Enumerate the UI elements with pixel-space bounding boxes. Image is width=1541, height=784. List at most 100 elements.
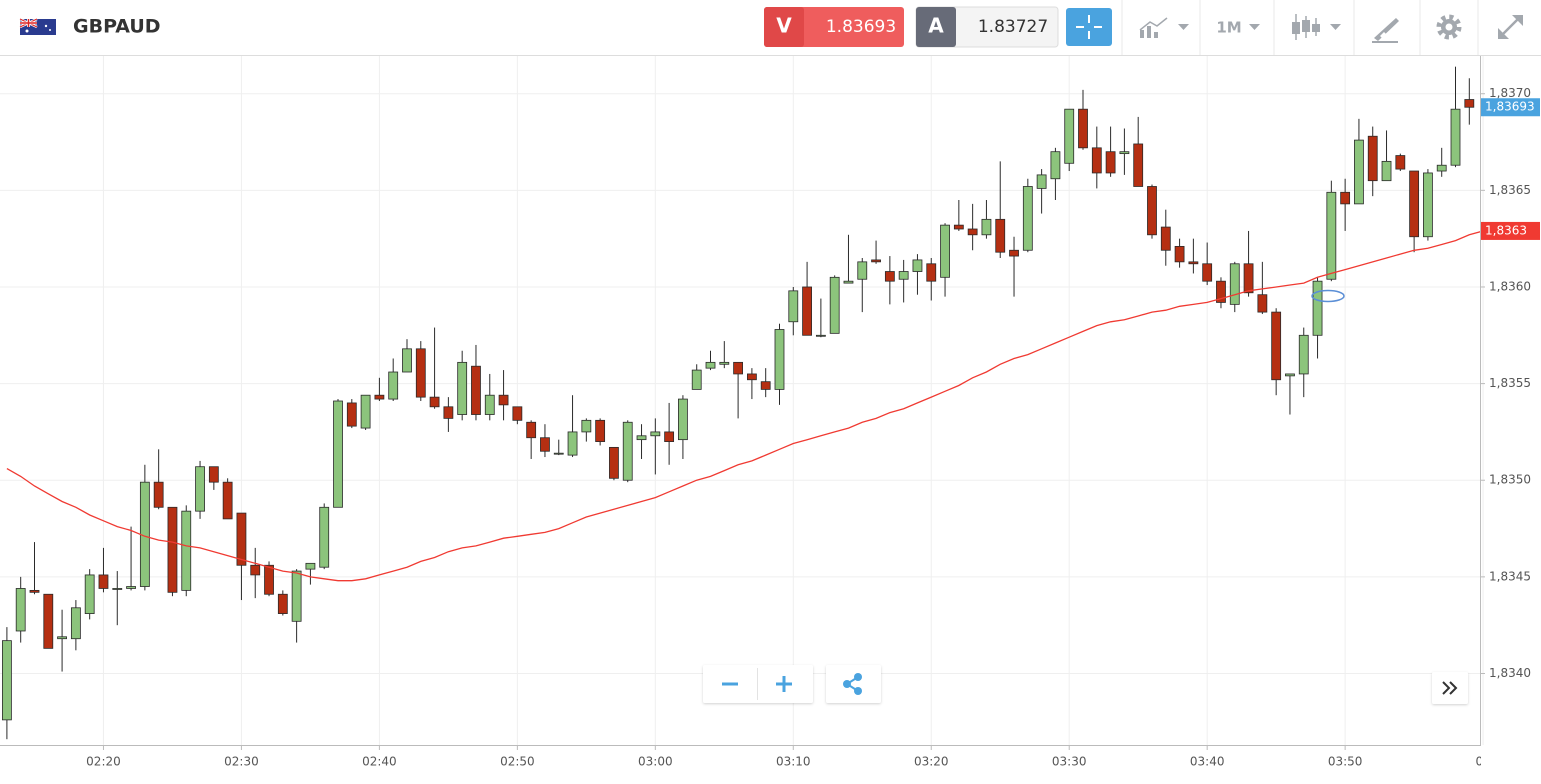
candle-body xyxy=(360,394,371,429)
x-tick-label: 04 xyxy=(1475,755,1490,769)
buy-button[interactable]: A 1.83727 xyxy=(915,6,1059,48)
candle-body xyxy=(1285,373,1295,377)
buy-price: 1.83727 xyxy=(978,17,1048,37)
chart-type-button[interactable] xyxy=(1292,14,1341,40)
x-tick-label: 03:00 xyxy=(638,755,673,769)
y-tick-label: 1,8350 xyxy=(1489,473,1531,487)
candle-body xyxy=(981,218,992,236)
candle-body xyxy=(1009,249,1019,257)
timeframe: 1M xyxy=(1216,19,1241,37)
candle-body xyxy=(167,506,178,593)
candle-body xyxy=(719,361,730,365)
x-tick-label: 02:30 xyxy=(224,755,259,769)
candle-body xyxy=(98,574,109,589)
candle-body xyxy=(1,640,12,721)
x-tick-label: 02:50 xyxy=(500,755,535,769)
candle-body xyxy=(1354,139,1364,205)
candle-body xyxy=(70,607,81,640)
sell-button[interactable]: V 1.83693 xyxy=(764,7,904,47)
candle-body xyxy=(595,419,606,442)
last-price-tag-box xyxy=(1481,98,1540,117)
candle-body xyxy=(1423,172,1433,238)
y-tick-label: 1,8345 xyxy=(1489,569,1531,583)
zoom-in-button[interactable] xyxy=(776,676,792,692)
candle-body xyxy=(1257,294,1268,313)
x-tick-label: 02:40 xyxy=(362,755,397,769)
candle-body xyxy=(912,259,923,272)
candle-body xyxy=(222,481,233,520)
candle-body xyxy=(1188,261,1199,265)
candle-body xyxy=(1298,334,1309,375)
candle-body xyxy=(181,510,192,591)
sell-label: V xyxy=(776,14,792,38)
candle-body xyxy=(1381,160,1392,182)
candle-body xyxy=(112,588,123,590)
candle-body xyxy=(636,435,647,441)
candle-body xyxy=(650,431,661,437)
candle-body xyxy=(1340,191,1351,205)
toolbar-separators xyxy=(1121,0,1479,55)
candle-body xyxy=(1036,174,1047,189)
candle-body xyxy=(678,398,688,441)
grid xyxy=(0,56,1484,745)
plot-area xyxy=(1,66,1480,740)
timeframe-button[interactable]: 1M xyxy=(1216,19,1260,37)
flag-icon xyxy=(19,17,56,35)
scroll-end-button[interactable] xyxy=(1432,672,1468,704)
candle-body xyxy=(705,361,716,369)
candle-body xyxy=(1160,226,1171,251)
candle-body xyxy=(457,361,468,415)
candle-body xyxy=(871,259,881,263)
candle-body xyxy=(43,593,54,649)
candle-body xyxy=(388,371,399,400)
candle-body xyxy=(1078,108,1088,149)
y-axis: 1,8340 1,8345 1,8350 1,8355 1,8360 1,8365 1,83… xyxy=(1480,86,1531,680)
candle-body xyxy=(953,224,964,230)
x-tick-label: 02:20 xyxy=(86,755,121,769)
candle-body xyxy=(788,290,799,323)
price-marker xyxy=(1311,289,1345,303)
indicator-button[interactable] xyxy=(1139,17,1189,38)
candle-body xyxy=(84,574,95,614)
crosshair-button[interactable] xyxy=(1066,8,1112,46)
candle-body xyxy=(1119,151,1130,155)
candle-body xyxy=(1147,186,1157,236)
candle-body xyxy=(319,506,330,568)
candle-body xyxy=(926,263,937,282)
drawing-button[interactable] xyxy=(1372,18,1399,43)
candle-body xyxy=(374,394,385,400)
candle-body xyxy=(1091,147,1102,174)
y-tick-label: 1,8355 xyxy=(1489,376,1531,390)
candle-body xyxy=(1367,135,1378,182)
y-tick-label: 1,8360 xyxy=(1489,279,1531,293)
x-tick-label: 03:20 xyxy=(914,755,949,769)
x-tick-label: 03:10 xyxy=(776,755,811,769)
buy-label: A xyxy=(928,14,944,38)
candle-body xyxy=(443,406,454,419)
fullscreen-button[interactable] xyxy=(1498,15,1523,39)
candle-body xyxy=(1243,263,1254,294)
share-button[interactable] xyxy=(826,665,881,703)
candle-body xyxy=(402,348,412,373)
candle-body xyxy=(346,402,357,427)
zoom-controls xyxy=(703,665,813,703)
candle-body xyxy=(126,586,136,589)
sell-price: 1.83693 xyxy=(826,17,896,37)
x-tick-label: 03:40 xyxy=(1190,755,1225,769)
candle-body xyxy=(540,437,550,452)
candle-body xyxy=(898,271,909,280)
symbol: GBPAUD xyxy=(73,16,161,38)
candle-body xyxy=(829,276,840,334)
settings-button[interactable] xyxy=(1436,14,1462,40)
candle-body xyxy=(1202,263,1213,282)
candle-body xyxy=(153,481,164,508)
x-axis: 02:20 02:30 02:40 02:50 03:00 03:10 03:20 03:30… xyxy=(86,746,1490,769)
candle-body xyxy=(57,636,67,640)
candle-body xyxy=(995,218,1006,253)
candle-body xyxy=(1395,155,1406,170)
candle-body xyxy=(1022,186,1033,251)
candle-body xyxy=(1409,170,1420,238)
candle-body xyxy=(884,271,895,282)
candle-body xyxy=(1326,191,1337,280)
